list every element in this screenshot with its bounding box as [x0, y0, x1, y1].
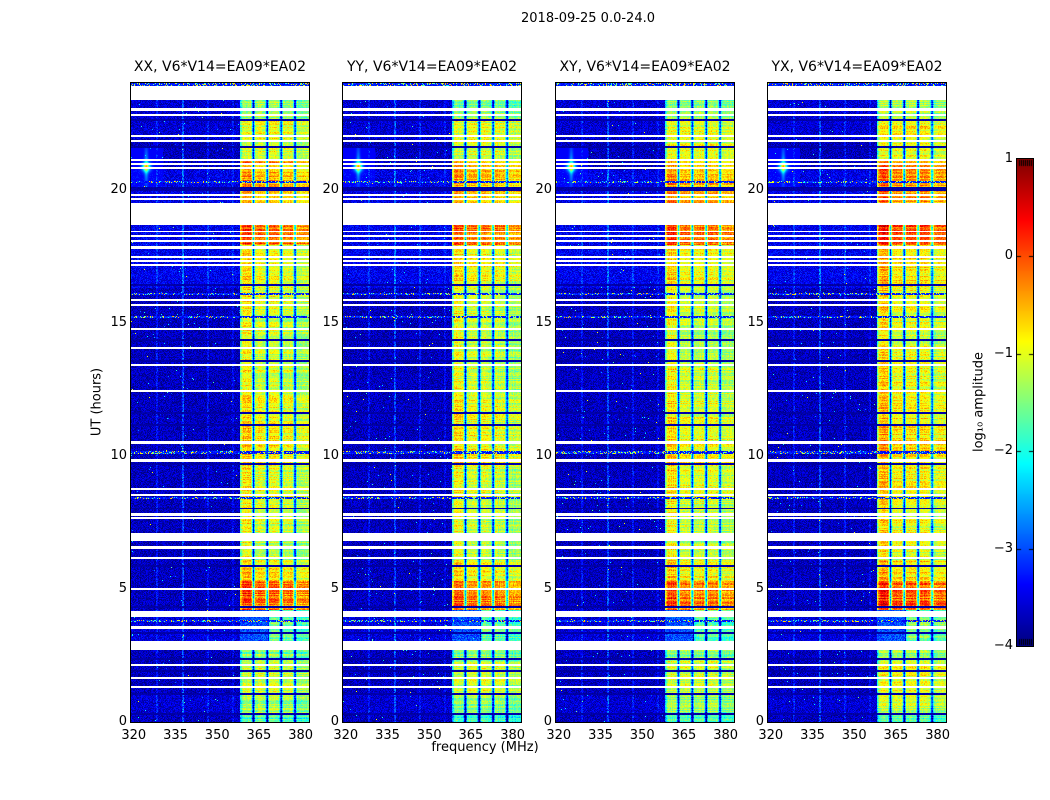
- colorbar: [1016, 158, 1034, 647]
- colorbar-label: log₁₀ amplitude: [971, 351, 987, 453]
- x-tick-label: 365: [671, 728, 697, 743]
- y-tick-label: 20: [110, 181, 127, 197]
- panel-xy-title: XY, V6*V14=EA09*EA02: [559, 59, 731, 75]
- colorbar-tick-label: −2: [993, 443, 1013, 459]
- x-tick-label: 350: [416, 728, 442, 743]
- x-tick-label: 320: [333, 728, 359, 743]
- x-tick-label: 320: [546, 728, 572, 743]
- x-tick-label: 350: [204, 728, 230, 743]
- y-tick-label: 15: [322, 314, 339, 330]
- figure-title: 2018-09-25 0.0-24.0: [521, 11, 655, 26]
- x-tick-label: 335: [588, 728, 613, 743]
- x-tick-label: 320: [758, 728, 784, 743]
- x-tick-label: 335: [163, 728, 188, 743]
- colorbar-tick-label: −1: [993, 345, 1013, 361]
- y-tick-label: 15: [535, 314, 552, 330]
- spectrogram-yx: [768, 83, 946, 722]
- x-tick-label: 365: [246, 728, 272, 743]
- colorbar-tick-label: 0: [1004, 248, 1013, 264]
- colorbar-tick-label: −4: [993, 638, 1013, 653]
- panel-yx: YX, V6*V14=EA09*EA02: [767, 59, 947, 723]
- panel-xx-title: XX, V6*V14=EA09*EA02: [133, 59, 307, 75]
- panel-xy: XY, V6*V14=EA09*EA02: [555, 59, 735, 723]
- x-tick-label: 320: [121, 728, 147, 743]
- y-tick-label: 20: [747, 181, 764, 197]
- y-tick-label: 10: [747, 447, 764, 463]
- y-tick-label: 15: [747, 314, 764, 330]
- panel-xx: XX, V6*V14=EA09*EA02: [130, 59, 310, 723]
- y-tick-label: 10: [322, 447, 339, 463]
- colorbar-tick-label: −3: [993, 540, 1013, 556]
- x-axis-label: frequency (MHz): [431, 740, 539, 755]
- x-tick-label: 380: [500, 728, 526, 743]
- panel-yx-title: YX, V6*V14=EA09*EA02: [771, 59, 943, 75]
- y-tick-label: 10: [110, 447, 127, 463]
- x-tick-label: 380: [925, 728, 951, 743]
- x-tick-label: 350: [841, 728, 867, 743]
- x-tick-label: 365: [458, 728, 484, 743]
- y-tick-label: 10: [535, 447, 552, 463]
- colorbar-tick-label: 1: [1004, 151, 1013, 166]
- y-tick-label: 20: [322, 181, 339, 197]
- spectrogram-xx: [131, 83, 309, 722]
- y-tick-label: 5: [118, 580, 127, 596]
- y-tick-label: 5: [543, 580, 552, 596]
- y-tick-label: 0: [755, 714, 764, 729]
- y-tick-label: 0: [543, 714, 552, 729]
- y-tick-label: 15: [110, 314, 127, 330]
- y-tick-label: 0: [330, 714, 339, 729]
- x-tick-label: 335: [800, 728, 825, 743]
- y-tick-label: 5: [330, 580, 339, 596]
- panel-yy-title: YY, V6*V14=EA09*EA02: [346, 59, 518, 75]
- x-tick-label: 335: [375, 728, 400, 743]
- y-tick-label: 5: [755, 580, 764, 596]
- x-tick-label: 350: [629, 728, 655, 743]
- panel-yy: YY, V6*V14=EA09*EA02: [342, 59, 522, 723]
- y-tick-label: 20: [535, 181, 552, 197]
- y-tick-label: 0: [118, 714, 127, 729]
- spectrogram-xy: [556, 83, 734, 722]
- x-tick-label: 365: [883, 728, 909, 743]
- y-axis-label: UT (hours): [89, 367, 105, 437]
- x-tick-label: 380: [288, 728, 314, 743]
- spectrogram-yy: [343, 83, 521, 722]
- colorbar-gradient: [1017, 159, 1033, 646]
- x-tick-label: 380: [713, 728, 739, 743]
